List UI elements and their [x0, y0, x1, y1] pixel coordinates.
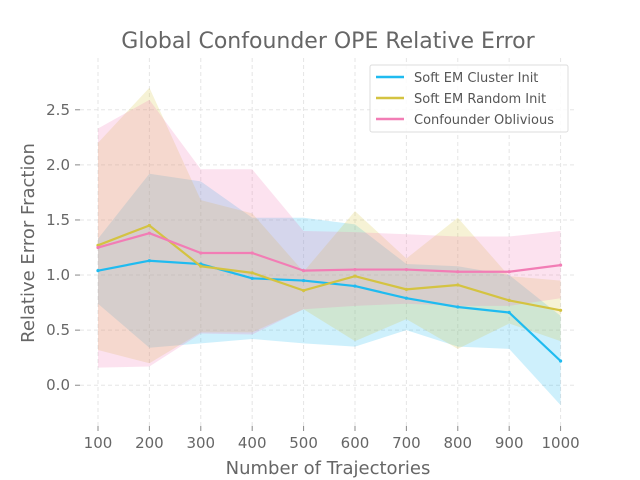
confounder-oblivious-point [147, 231, 151, 235]
confounder-oblivious-point [353, 267, 357, 272]
confounder-oblivious-line [97, 232, 561, 273]
soft-em-random-init-legend-label: Soft EM Random Init [414, 92, 546, 107]
soft-em-random-init-point [199, 264, 203, 268]
x-tick-label: 1000 [541, 434, 579, 452]
soft-em-cluster-init-point [301, 278, 306, 283]
grid [80, 58, 576, 426]
soft-em-cluster-init-point [404, 296, 408, 300]
series-lines [96, 223, 563, 363]
soft-em-random-init-point [301, 288, 306, 293]
confounder-oblivious-legend-label: Confounder Oblivious [414, 113, 554, 128]
confounder-oblivious-band [97, 99, 561, 368]
x-tick-label: 400 [238, 434, 267, 452]
soft-em-random-init-point [558, 308, 563, 312]
soft-em-cluster-init-band [97, 173, 561, 406]
x-tick-label: 200 [135, 434, 164, 452]
y-tick-label: 0.5 [46, 321, 70, 339]
y-tick-label: 2.0 [46, 156, 70, 174]
soft-em-cluster-init-point [353, 284, 357, 288]
soft-em-random-init-band [97, 87, 561, 364]
x-tick-label: 600 [341, 434, 370, 452]
plot-area [80, 58, 576, 426]
x-tick-label: 100 [84, 434, 113, 452]
legend-frame [369, 64, 569, 133]
y-axis-ticks: 0.0 0.5 1.0 1.5 2.0 2.5 [46, 101, 80, 394]
soft-em-cluster-init-point [96, 269, 100, 273]
confounder-oblivious-point [199, 251, 203, 255]
soft-em-cluster-init-point [250, 276, 254, 280]
soft-em-random-init-line [97, 224, 561, 312]
soft-em-random-init-point [250, 271, 254, 275]
confounder-oblivious-point [456, 270, 460, 274]
soft-em-random-init-point [456, 283, 460, 287]
x-tick-label: 700 [392, 434, 421, 452]
y-tick-label: 0.0 [46, 376, 70, 394]
y-tick-label: 2.5 [46, 101, 70, 119]
soft-em-random-init-point [404, 287, 408, 291]
y-axis-label: Relative Error Fraction [18, 143, 39, 343]
y-tick-label: 1.0 [46, 266, 70, 284]
soft-em-random-init-point [96, 243, 100, 247]
soft-em-random-init-point [353, 274, 357, 278]
soft-em-cluster-init-point [147, 259, 151, 263]
confounder-oblivious-point [507, 270, 511, 274]
soft-em-random-init-point [147, 223, 151, 228]
x-tick-label: 500 [289, 434, 318, 452]
soft-em-cluster-init-point [507, 310, 511, 315]
chart-title: Global Confounder OPE Relative Error [121, 29, 535, 54]
soft-em-cluster-init-point [558, 359, 563, 363]
x-axis-ticks: 100 200 300 400 500 600 700 800 900 1000 [84, 426, 580, 452]
confounder-oblivious-point [250, 251, 254, 255]
confounder-oblivious-point [96, 245, 100, 250]
legend: Soft EM Cluster Init Soft EM Random Init C… [369, 64, 569, 133]
confidence-bands [97, 87, 561, 406]
x-tick-label: 300 [186, 434, 215, 452]
x-tick-label: 900 [495, 434, 524, 452]
soft-em-cluster-init-point [456, 305, 460, 309]
confounder-oblivious-point [558, 263, 563, 267]
x-tick-label: 800 [443, 434, 472, 452]
confounder-oblivious-point [301, 269, 306, 273]
confounder-oblivious-point [404, 267, 408, 272]
y-tick-label: 1.5 [46, 211, 70, 229]
x-axis-label: Number of Trajectories [226, 458, 431, 479]
soft-em-cluster-init-legend-label: Soft EM Cluster Init [414, 71, 538, 86]
soft-em-random-init-point [507, 298, 511, 302]
